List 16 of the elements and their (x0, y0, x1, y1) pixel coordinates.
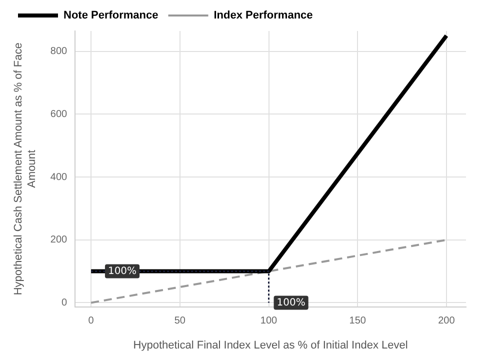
y-tick-label: 800 (50, 46, 68, 58)
y-tick-label: 200 (50, 234, 68, 246)
annotation: 100% (276, 297, 306, 308)
x-tick-label: 100 (260, 316, 278, 327)
x-tick-label: 150 (349, 316, 366, 327)
x-tick-label: 200 (438, 316, 456, 327)
x-tick-label: 50 (174, 316, 186, 327)
annotation: 100% (108, 266, 137, 277)
legend-label: Index Performance (214, 10, 313, 22)
y-tick-label: 600 (50, 108, 68, 120)
y-tick-label: 400 (50, 172, 68, 183)
x-axis-title: Hypothetical Final Index Level as % of Initial Index Level (133, 339, 408, 352)
y-tick-label: 0 (62, 297, 68, 308)
y-axis-title: Hypothetical Cash Settlement Amount as % of Face Amount (12, 42, 38, 296)
x-tick-label: 0 (88, 316, 94, 327)
legend-label: Note Performance (64, 10, 158, 22)
